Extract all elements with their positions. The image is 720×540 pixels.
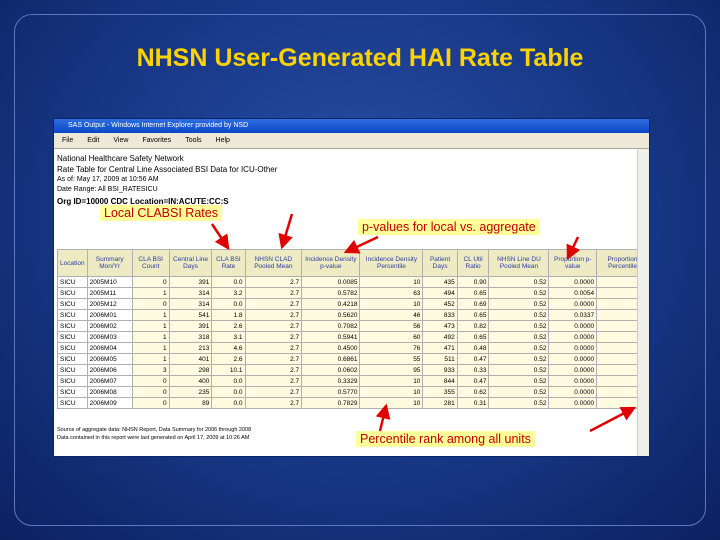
menu-item[interactable]: Favorites: [142, 137, 172, 144]
column-header: Location: [57, 249, 88, 277]
column-header: NHSN Line DU Pooled Mean: [488, 249, 550, 277]
table-row: SICU 2005M10 0 391 0.0 2.7 0.0085 10 435 0.90 0.52…: [57, 276, 649, 288]
table-cell: 2006M09: [86, 397, 133, 409]
table-row: SICU 2006M04 1 213 4.6 2.7 0.4500 76 471 0.48 0.52…: [57, 342, 649, 354]
table-cell: 0.5941: [301, 331, 361, 343]
column-header: Central Line Days: [168, 249, 213, 277]
window-title: SAS Output - Windows Internet Explorer p…: [54, 119, 649, 133]
table-cell: 0.0000: [548, 342, 598, 354]
table-row: SICU 2005M11 1 314 3.2 2.7 0.5782 63 494 0.65 0.52…: [57, 287, 649, 299]
report-header: National Healthcare Safety Network Rate T…: [57, 153, 277, 207]
table-row: SICU 2006M05 1 401 2.6 2.7 0.6861 55 511 0.47 0.52…: [57, 353, 649, 365]
menu-item[interactable]: File: [62, 137, 74, 144]
slide-frame: [14, 14, 706, 526]
column-header: Incidence Density p-value: [301, 249, 361, 277]
footer-line: Data contained in this report were last …: [57, 435, 250, 441]
table-cell: 0.0602: [301, 364, 361, 376]
report-footer: Source of aggregate data: NHSN Report, D…: [57, 426, 251, 442]
table-cell: 0.65: [456, 331, 490, 343]
table-cell: 0.31: [456, 397, 490, 409]
annotation: p-values for local vs. aggregate: [358, 219, 540, 235]
column-header: Summary Mon/Yr: [86, 249, 133, 277]
column-header: NHSN CLAD Pooled Mean: [244, 249, 303, 277]
report-line: National Healthcare Safety Network: [57, 154, 184, 163]
table-cell: SICU: [57, 298, 88, 310]
table-cell: 3.1: [211, 331, 246, 343]
table-row: SICU 2006M09 0 89 0.0 2.7 0.7829 10 281 0.31 0.52 0…: [57, 397, 649, 409]
table-cell: 2005M12: [86, 298, 133, 310]
scrollbar[interactable]: [637, 149, 649, 456]
browser-window: SAS Output - Windows Internet Explorer p…: [53, 118, 650, 457]
annotation: Local CLABSI Rates: [100, 205, 222, 221]
table-cell: 0.52: [488, 397, 550, 409]
table-row: SICU 2006M03 1 318 3.1 2.7 0.5941 60 492 0.65 0.52…: [57, 331, 649, 343]
table-cell: 0.69: [456, 298, 490, 310]
footer-line: Source of aggregate data: NHSN Report, D…: [57, 427, 252, 433]
table-cell: 0.47: [456, 353, 490, 365]
table-row: SICU 2006M07 0 400 0.0 2.7 0.3329 10 844 0.47 0.52…: [57, 375, 649, 387]
menu-item[interactable]: Tools: [185, 137, 202, 144]
table-cell: 10: [359, 397, 424, 409]
report-line: Date Range: All BSI_RATESICU: [57, 185, 158, 193]
menu-item[interactable]: Edit: [87, 137, 100, 144]
report-line: Org ID=10000 CDC Location=IN:ACUTE:CC:S: [57, 197, 229, 206]
table-cell: 471: [422, 342, 458, 354]
slide-title: NHSN User-Generated HAI Rate Table: [136, 44, 584, 72]
column-header: CLA BSI Count: [131, 249, 170, 277]
table-cell: 281: [422, 397, 458, 409]
table-cell: 2.7: [244, 287, 303, 299]
table-cell: 0.0: [211, 386, 246, 398]
table-cell: 0.52: [488, 276, 550, 288]
table-cell: 833: [422, 309, 458, 321]
table-cell: 0.0000: [548, 331, 598, 343]
table-cell: 1: [131, 353, 170, 365]
report-line: Rate Table for Central Line Associated B…: [57, 165, 278, 174]
column-header: Incidence Density Percentile: [359, 249, 424, 277]
menu-item[interactable]: Help: [215, 137, 230, 144]
menu-bar: File Edit View Favorites Tools Help: [54, 133, 649, 149]
report-line: As of: May 17, 2009 at 10:56 AM: [57, 176, 159, 183]
table-cell: 89: [168, 397, 213, 409]
column-header: Patient Days: [422, 249, 458, 277]
annotation: Aggregate CLABSI Rate: [270, 196, 406, 210]
table-cell: 0.0: [211, 397, 246, 409]
menu-item[interactable]: View: [113, 137, 129, 144]
annotation: Percentile rank among all units: [356, 431, 535, 447]
column-header: CLA BSI Rate: [211, 249, 246, 277]
table-cell: 0.7829: [301, 397, 361, 409]
table-cell: 0.0000: [548, 397, 598, 409]
